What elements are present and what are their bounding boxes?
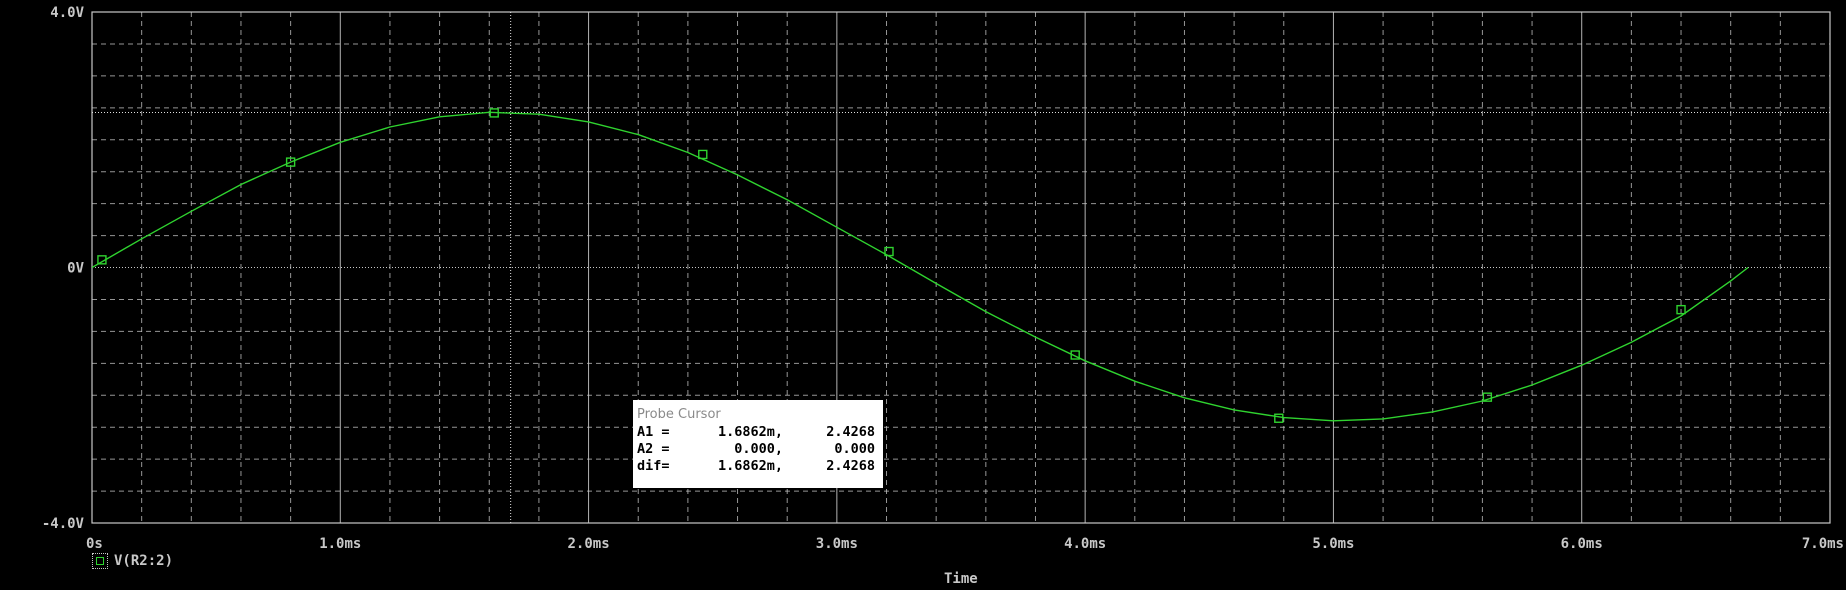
- x-tick-label: 4.0ms: [1064, 536, 1106, 552]
- data-point-marker: [698, 149, 708, 160]
- legend-marker-icon: [92, 553, 108, 569]
- probe-row-y-value: 0.000: [834, 441, 875, 457]
- data-point-marker: [1676, 304, 1686, 315]
- probe-row-x-value: 1.6862m,: [717, 424, 783, 440]
- legend[interactable]: V(R2:2): [92, 553, 173, 569]
- probe-row-label: dif=: [637, 458, 670, 474]
- probe-row-a2: A2 = 0.000, 0.000: [633, 441, 883, 458]
- x-tick-label: 3.0ms: [816, 536, 858, 552]
- y-tick-label: 4.0V: [50, 5, 84, 21]
- probe-row-a1: A1 = 1.6862m, 2.4268: [633, 424, 883, 441]
- x-tick-label: 5.0ms: [1312, 536, 1354, 552]
- data-point-marker: [97, 255, 107, 265]
- series-line: [91, 111, 1749, 422]
- data-point-marker: [285, 157, 296, 167]
- probe-row-x-value: 1.6862m,: [717, 458, 783, 474]
- x-axis-label: Time: [944, 571, 978, 587]
- data-point-marker: [1274, 413, 1284, 423]
- axis-tick-labels: 0s 1.0ms 2.0ms 3.0ms 4.0ms 5.0ms 6.0ms 7.0ms 4.0…: [42, 5, 1844, 552]
- probe-row-x-value: 0.000,: [734, 441, 783, 457]
- x-tick-label: 1.0ms: [319, 536, 361, 552]
- probe-cursor-lines[interactable]: [92, 12, 1830, 523]
- grid: [91, 11, 1831, 524]
- probe-row-label: A2 =: [637, 441, 670, 457]
- data-point-marker: [884, 246, 894, 257]
- x-tick-label: 2.0ms: [567, 536, 609, 552]
- trace-v-r2-2[interactable]: [91, 108, 1749, 423]
- probe-row-label: A1 =: [637, 424, 670, 440]
- data-point-marker: [1070, 350, 1080, 360]
- data-point-marker: [1482, 392, 1493, 402]
- probe-cursor-window[interactable]: Probe Cursor A1 = 1.6862m, 2.4268 A2 = 0…: [633, 400, 883, 488]
- x-tick-label: 6.0ms: [1561, 536, 1603, 552]
- data-point-marker: [489, 108, 499, 118]
- x-tick-label: 7.0ms: [1802, 536, 1844, 552]
- x-tick-label: 0s: [86, 536, 103, 552]
- probe-row-dif: dif= 1.6862m, 2.4268: [633, 458, 883, 475]
- probe-cursor-title: Probe Cursor: [637, 407, 721, 422]
- y-tick-label: -4.0V: [42, 516, 85, 532]
- plot-frame: [91, 11, 1831, 524]
- y-tick-label: 0V: [67, 261, 84, 277]
- probe-row-y-value: 2.4268: [826, 424, 875, 440]
- probe-row-y-value: 2.4268: [826, 458, 875, 474]
- legend-label: V(R2:2): [114, 553, 174, 569]
